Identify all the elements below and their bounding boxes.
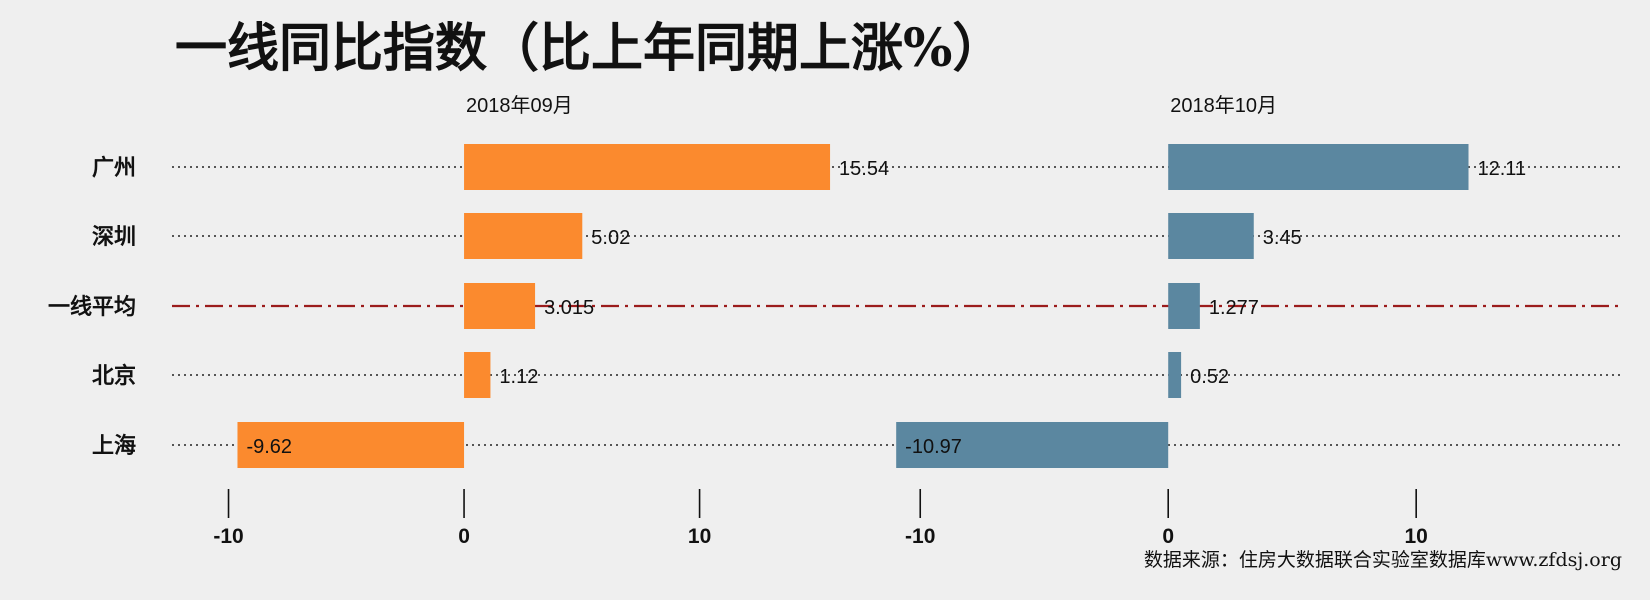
- value-label: 3.015: [544, 297, 594, 319]
- category-label: 一线平均: [48, 294, 136, 320]
- x-tick-label: 10: [1405, 525, 1428, 548]
- data-source-note: 数据来源：住房大数据联合实验室数据库www.zfdsj.org: [1144, 549, 1622, 571]
- x-tick-label: 0: [1162, 525, 1174, 548]
- x-tick-label: -10: [213, 525, 243, 548]
- value-label: 0.52: [1190, 366, 1229, 388]
- x-tick-label: 10: [688, 525, 711, 548]
- value-label: -10.97: [905, 436, 962, 458]
- value-label: 12.11: [1478, 158, 1527, 180]
- value-label: -9.62: [246, 436, 292, 458]
- x-tick-label: 0: [458, 525, 470, 548]
- bar: [1168, 352, 1182, 398]
- category-label: 上海: [92, 433, 136, 459]
- value-label: 1.12: [499, 366, 538, 388]
- value-label: 3.45: [1263, 227, 1302, 249]
- category-label: 深圳: [92, 224, 136, 250]
- bar: [464, 144, 831, 190]
- category-label: 广州: [92, 155, 136, 181]
- bar: [1168, 213, 1254, 259]
- value-label: 1.277: [1209, 297, 1259, 319]
- bar: [237, 422, 465, 468]
- bar: [1168, 144, 1469, 190]
- bar: [464, 283, 536, 329]
- bar: [896, 422, 1169, 468]
- panel-title: 2018年09月: [466, 94, 573, 117]
- bar: [464, 213, 583, 259]
- x-tick-label: -10: [905, 525, 935, 548]
- bar: [1168, 283, 1200, 329]
- value-label: 5.02: [591, 227, 630, 249]
- panel-title: 2018年10月: [1170, 94, 1277, 117]
- category-label: 北京: [92, 363, 136, 389]
- bar: [464, 352, 491, 398]
- value-label: 15.54: [839, 158, 889, 180]
- chart-title: 一线同比指数（比上年同期上涨%）: [175, 18, 1004, 79]
